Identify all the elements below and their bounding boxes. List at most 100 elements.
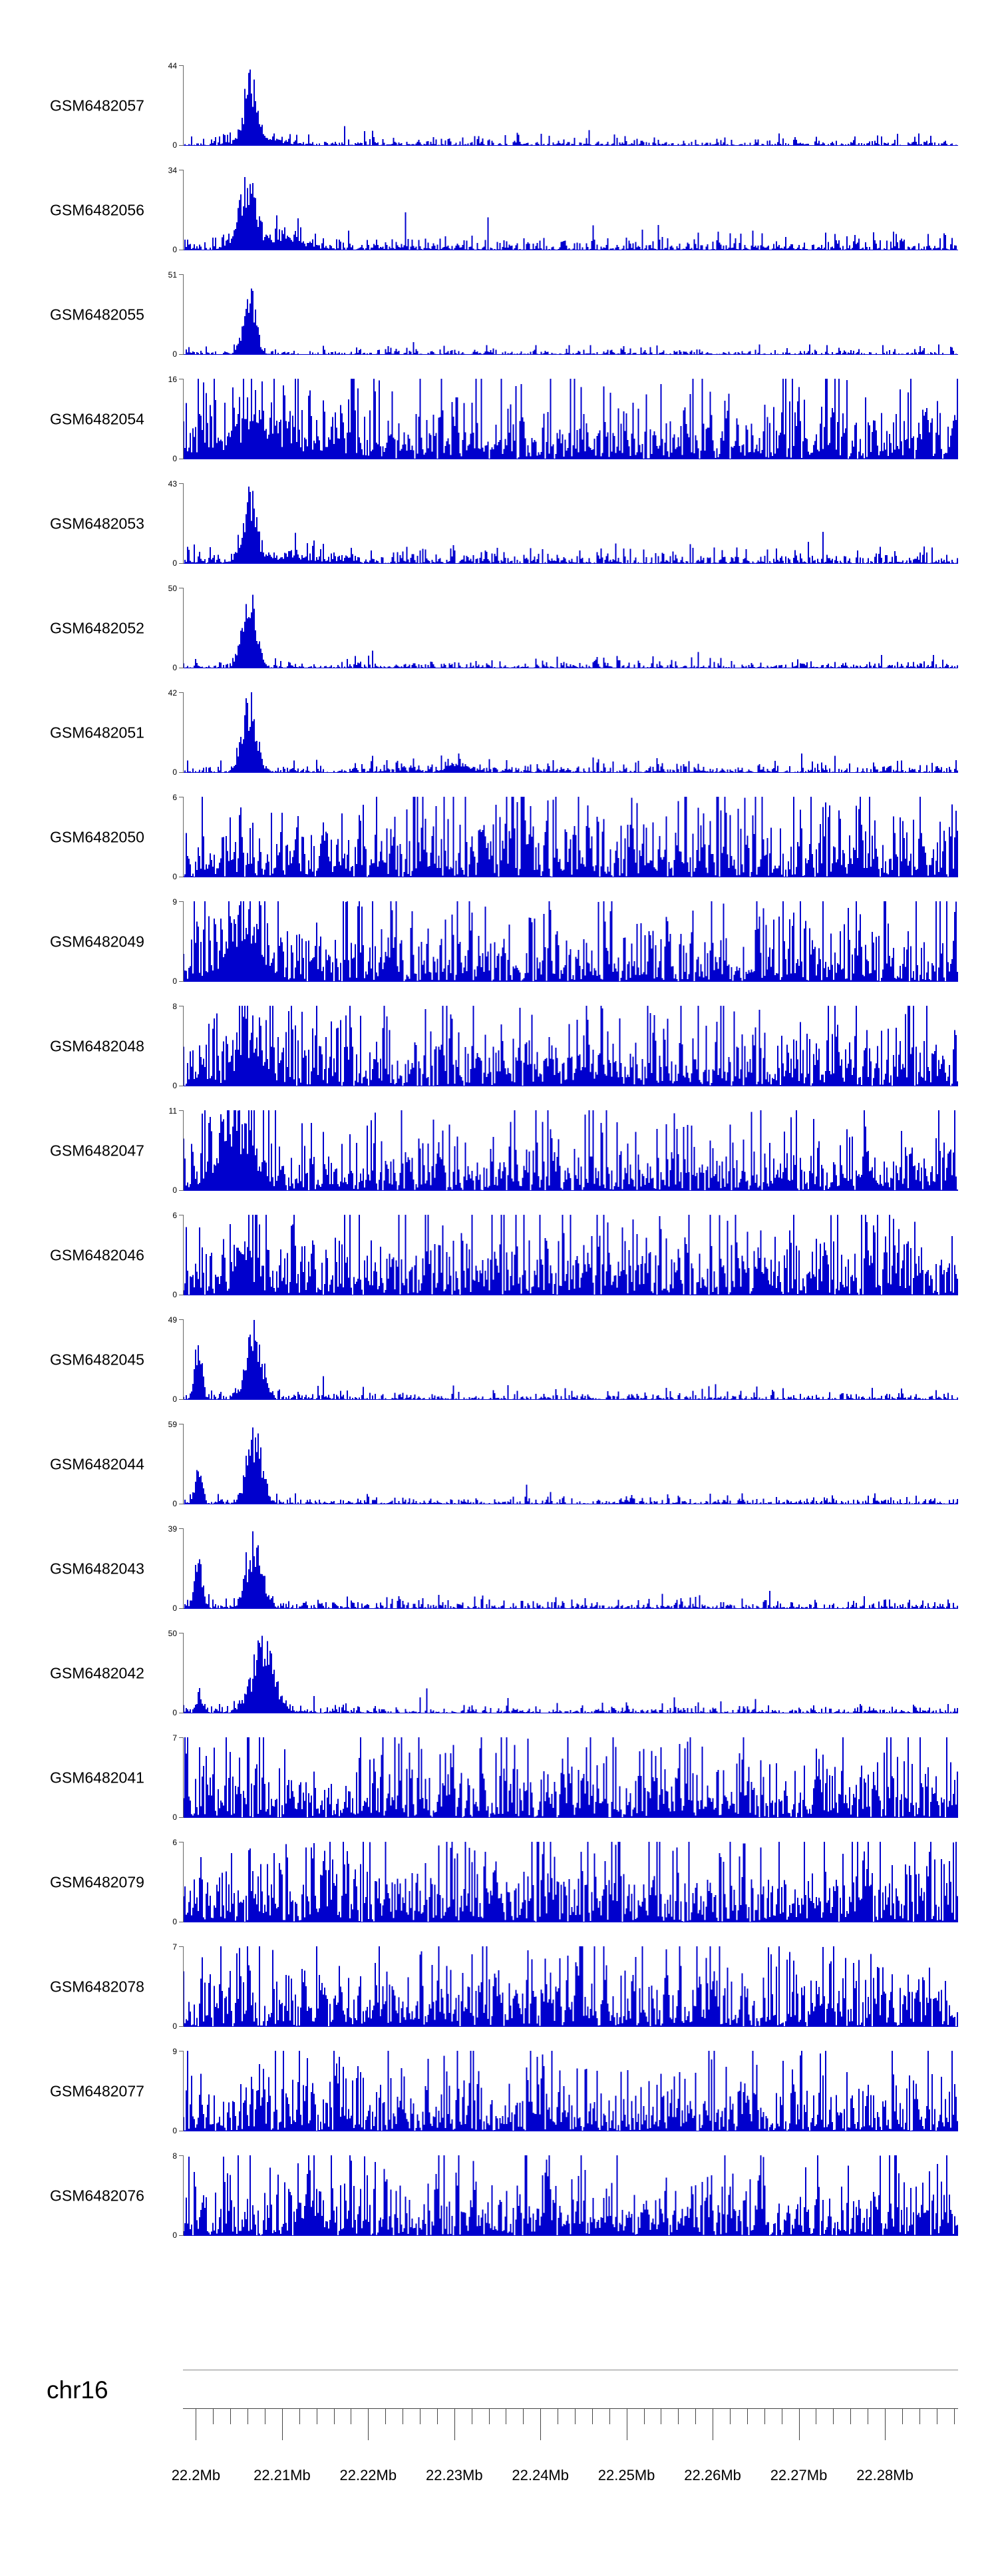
track-ymax-label: 11 xyxy=(168,1106,177,1116)
axis-tick-label: 22.28Mb xyxy=(856,2467,914,2483)
track-plot: 50 0 xyxy=(168,584,958,672)
track-ymax-label: 6 xyxy=(172,1211,177,1220)
genome-axis-ruler xyxy=(183,2408,958,2446)
track-ymax-label: 43 xyxy=(168,479,177,489)
track-plot: 6 0 xyxy=(172,1211,958,1299)
track-row: GSM6482077 9 0 xyxy=(0,2039,998,2143)
axis-minor-tick xyxy=(333,2408,335,2424)
track-label: GSM6482077 xyxy=(50,2082,144,2099)
y-axis-tick-zero xyxy=(179,563,183,564)
track-label: GSM6482046 xyxy=(50,1246,144,1263)
track-ymin-label: 0 xyxy=(172,767,177,777)
axis-minor-tick xyxy=(436,2408,438,2424)
track-plot: 44 0 xyxy=(168,62,958,149)
track-plot: 51 0 xyxy=(168,271,958,358)
y-axis-line xyxy=(183,1528,184,1609)
track-plot: 59 0 xyxy=(168,1420,958,1508)
axis-minor-tick xyxy=(591,2408,593,2424)
axis-minor-tick xyxy=(850,2408,852,2424)
track-ymin-label: 0 xyxy=(172,976,177,986)
y-axis-line xyxy=(183,1215,184,1295)
track-ymin-label: 0 xyxy=(172,1081,177,1090)
coverage-bars xyxy=(183,594,958,668)
track-ymin-label: 0 xyxy=(172,663,177,672)
track-ymin-label: 0 xyxy=(172,872,177,881)
track-label: GSM6482055 xyxy=(50,306,144,323)
y-axis-tick-max xyxy=(179,2155,183,2156)
axis-minor-tick xyxy=(609,2408,610,2424)
track-plot: 6 0 xyxy=(172,1838,958,1926)
track-row: GSM6482055 51 0 xyxy=(0,262,998,367)
axis-minor-tick xyxy=(523,2408,524,2424)
track-ymax-label: 39 xyxy=(168,1524,177,1534)
track-plot: 16 0 xyxy=(168,375,958,463)
y-axis-tick-zero xyxy=(179,981,183,982)
track-label: GSM6482045 xyxy=(50,1351,144,1368)
coverage-bars xyxy=(183,901,958,982)
y-axis-tick-max xyxy=(179,1946,183,1947)
axis-major-tick xyxy=(368,2408,369,2440)
y-axis-line xyxy=(183,1424,184,1504)
y-axis-tick-zero xyxy=(179,1190,183,1191)
track-ymin-label: 0 xyxy=(172,1604,177,1613)
track-plot: 50 0 xyxy=(168,1629,958,1717)
track-label: GSM6482042 xyxy=(50,1664,144,1681)
axis-minor-tick xyxy=(764,2408,765,2424)
track-ymin-label: 0 xyxy=(172,1917,177,1926)
track-ymax-label: 49 xyxy=(168,1315,177,1325)
y-axis-tick-zero xyxy=(179,145,183,146)
coverage-signal xyxy=(183,594,958,668)
y-axis-line xyxy=(183,1006,184,1086)
track-ymin-label: 0 xyxy=(172,1185,177,1195)
y-axis-tick-max xyxy=(179,1737,183,1738)
y-axis-line xyxy=(183,1737,184,1818)
y-axis-line xyxy=(183,65,184,146)
track-ymax-label: 7 xyxy=(172,1942,177,1952)
axis-minor-tick xyxy=(643,2408,645,2424)
track-ymax-label: 16 xyxy=(168,375,177,384)
coverage-signal xyxy=(183,486,958,564)
track-label: GSM6482051 xyxy=(50,724,144,741)
track-ymin-label: 0 xyxy=(172,2022,177,2031)
track-row: GSM6482043 39 0 xyxy=(0,1516,998,1621)
track-plot: 9 0 xyxy=(172,2047,958,2135)
y-axis-tick-zero xyxy=(179,1608,183,1609)
track-ymin-label: 0 xyxy=(172,454,177,463)
track-ymin-label: 0 xyxy=(172,140,177,150)
track-row: GSM6482057 44 0 xyxy=(0,53,998,158)
track-row: GSM6482047 11 0 xyxy=(0,1098,998,1203)
track-plot: 42 0 xyxy=(168,689,958,776)
coverage-bars xyxy=(183,486,958,564)
axis-major-tick xyxy=(454,2408,455,2440)
coverage-signal xyxy=(183,1320,958,1400)
coverage-signal xyxy=(183,177,958,250)
axis-minor-tick xyxy=(953,2408,955,2424)
y-axis-line xyxy=(183,170,184,250)
coverage-bars xyxy=(183,1635,958,1713)
track-ymin-label: 0 xyxy=(172,1290,177,1299)
track-plot: 11 0 xyxy=(169,1107,958,1194)
track-plot: 7 0 xyxy=(172,1943,958,2030)
y-axis-tick-max xyxy=(179,65,183,66)
track-plot: 9 0 xyxy=(172,898,958,985)
track-ymax-label: 9 xyxy=(172,897,177,907)
coverage-tracks: GSM6482057 44 0 GSM6482056 34 0 GSM64820… xyxy=(0,53,998,2248)
axis-tick-label: 22.21Mb xyxy=(253,2467,311,2483)
track-label: GSM6482053 xyxy=(50,515,144,532)
track-ymin-label: 0 xyxy=(172,1708,177,1717)
coverage-signal xyxy=(183,379,958,459)
coverage-signal xyxy=(183,797,958,877)
chromosome-label: chr16 xyxy=(47,2376,108,2404)
track-row: GSM6482046 6 0 xyxy=(0,1203,998,1307)
axis-tick-label: 22.24Mb xyxy=(512,2467,569,2483)
track-row: GSM6482078 7 0 xyxy=(0,1934,998,2039)
coverage-bars xyxy=(183,1215,958,1295)
y-axis-tick-max xyxy=(179,483,183,484)
track-row: GSM6482048 8 0 xyxy=(0,994,998,1098)
track-row: GSM6482042 50 0 xyxy=(0,1621,998,1725)
track-row: GSM6482076 8 0 xyxy=(0,2143,998,2248)
axis-minor-tick xyxy=(902,2408,903,2424)
track-ymax-label: 6 xyxy=(172,793,177,802)
axis-tick-label: 22.22Mb xyxy=(339,2467,397,2483)
